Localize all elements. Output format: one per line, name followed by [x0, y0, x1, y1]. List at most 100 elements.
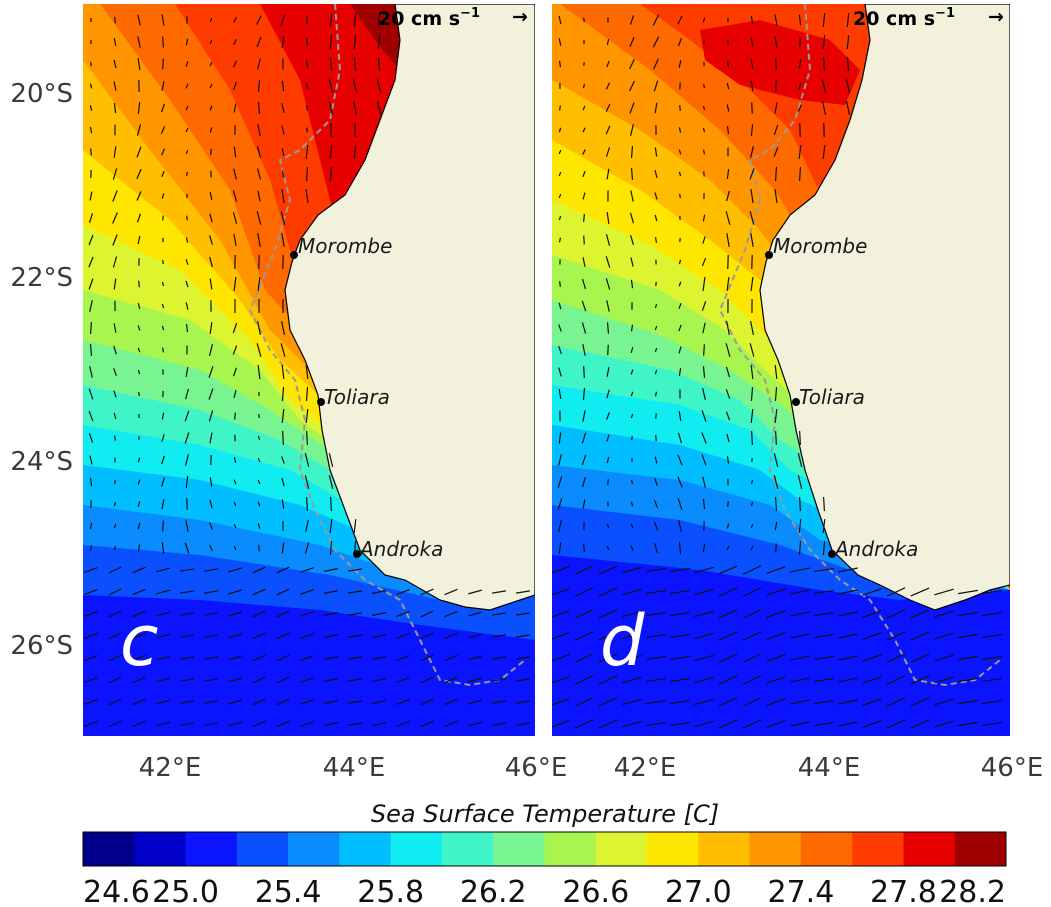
current-vector	[138, 280, 140, 288]
current-vector	[209, 322, 213, 334]
current-vector	[90, 17, 92, 23]
current-vector	[862, 676, 882, 684]
current-vector	[605, 278, 611, 290]
current-vector	[814, 655, 834, 661]
current-vector	[377, 34, 381, 50]
city-label: Toliara	[324, 385, 390, 409]
current-vector	[113, 390, 117, 398]
scale-label: 20 cm s−1	[378, 6, 480, 30]
current-vector	[552, 609, 570, 618]
current-vector	[605, 82, 611, 90]
current-vector	[750, 364, 754, 380]
current-vector	[347, 568, 363, 572]
lon-axis-d: 42°E 44°E 46°E	[614, 753, 1044, 783]
current-vector	[703, 344, 705, 356]
current-vector	[184, 388, 190, 400]
current-vector	[137, 457, 141, 463]
current-vector	[88, 388, 94, 400]
current-vector	[233, 146, 237, 158]
current-vector	[137, 369, 141, 375]
lon-tick-label: 44°E	[323, 753, 386, 783]
current-vector	[276, 632, 290, 640]
current-vector	[396, 721, 410, 727]
current-vector	[606, 389, 610, 399]
current-vector	[654, 169, 658, 179]
current-vector	[156, 633, 170, 639]
colorbar-swatch	[852, 832, 904, 866]
current-vector	[798, 144, 802, 160]
current-vector	[630, 545, 634, 551]
current-vector	[725, 343, 731, 357]
current-vector	[678, 127, 682, 133]
current-vector	[233, 545, 237, 551]
current-vector	[208, 366, 214, 378]
current-vector	[114, 479, 116, 485]
current-vector	[822, 144, 826, 160]
current-vector	[766, 654, 786, 662]
current-vector	[583, 17, 585, 23]
current-vector	[582, 477, 586, 487]
current-vector	[677, 15, 683, 25]
current-vector	[798, 104, 802, 112]
current-vector	[774, 386, 778, 402]
current-vector	[156, 589, 170, 595]
current-vector	[622, 720, 642, 728]
current-vector	[209, 127, 213, 133]
current-vector	[160, 126, 166, 134]
current-vector	[347, 700, 363, 704]
current-vector	[179, 700, 195, 704]
current-vector	[210, 148, 212, 156]
current-vector	[678, 259, 682, 265]
current-vector	[582, 344, 586, 356]
current-vector	[775, 80, 777, 92]
current-vector	[89, 321, 93, 335]
current-vector	[328, 475, 334, 489]
current-vector	[108, 566, 122, 574]
current-vector	[137, 58, 141, 70]
current-vector	[232, 322, 238, 334]
current-vector	[108, 698, 122, 706]
current-vector	[814, 633, 834, 639]
current-vector	[701, 454, 707, 466]
current-vector	[324, 678, 338, 682]
current-vector	[790, 589, 810, 595]
current-vector	[84, 632, 98, 640]
current-vector	[113, 38, 117, 46]
current-vector	[702, 276, 706, 292]
current-vector	[773, 147, 779, 157]
current-vector	[790, 567, 810, 573]
current-vector	[558, 324, 562, 332]
current-vector	[132, 720, 146, 728]
current-vector	[136, 168, 142, 180]
current-vector	[353, 12, 357, 28]
current-vector	[515, 612, 531, 616]
current-vector	[137, 479, 141, 485]
current-vector	[886, 719, 906, 729]
current-vector	[281, 456, 285, 464]
current-vector	[958, 589, 978, 595]
current-vector	[654, 237, 658, 243]
current-vector	[742, 697, 762, 707]
current-vector	[281, 233, 285, 247]
current-vector	[179, 590, 195, 594]
map-panel-c: c 20 cm s−1 → Morombe Toliara Androka	[83, 4, 535, 736]
current-vector	[814, 721, 834, 727]
current-vector	[185, 259, 189, 265]
current-vector	[113, 412, 117, 420]
current-vector	[468, 655, 482, 661]
current-vector	[161, 193, 165, 199]
current-vector	[581, 322, 587, 334]
current-vector	[233, 38, 237, 46]
current-vector	[252, 676, 266, 684]
current-vector	[132, 566, 146, 574]
current-vector	[814, 699, 834, 705]
current-vector	[233, 457, 237, 463]
current-vector	[468, 721, 482, 727]
city-markers-d: Morombe Toliara Androka	[765, 234, 918, 561]
current-vector	[677, 476, 683, 488]
colorbar-swatch	[441, 832, 494, 866]
current-vector	[108, 610, 122, 618]
scale-annotation-d: 20 cm s−1 →	[853, 6, 1004, 30]
current-vector	[774, 408, 778, 424]
current-vector	[112, 168, 118, 180]
